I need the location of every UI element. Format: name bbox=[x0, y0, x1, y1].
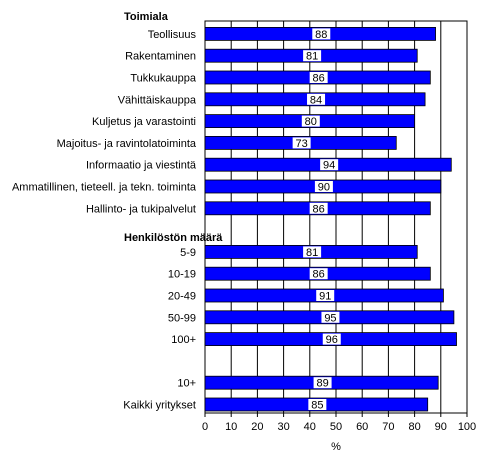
category-label: 10-19 bbox=[168, 269, 196, 281]
category-label: 100+ bbox=[171, 334, 196, 346]
category-label: Teollisuus bbox=[148, 29, 197, 41]
value-label: 89 bbox=[316, 378, 328, 390]
value-label-bg bbox=[301, 115, 320, 127]
x-tick-label: 0 bbox=[202, 421, 208, 433]
group-title: Henkilöstön määrä bbox=[124, 232, 223, 244]
x-tick-label: 40 bbox=[304, 421, 316, 433]
category-label: Kuljetus ja varastointi bbox=[92, 116, 196, 128]
category-label: Tukkukauppa bbox=[130, 73, 197, 85]
value-label: 84 bbox=[310, 94, 322, 106]
value-label-bg bbox=[321, 311, 340, 323]
x-tick-label: 70 bbox=[382, 421, 394, 433]
category-label: Ammatillinen, tieteell. ja tekn. toimint… bbox=[12, 182, 197, 194]
category-label: Informaatio ja viestintä bbox=[86, 160, 197, 172]
value-label: 86 bbox=[313, 203, 325, 215]
value-label-bg bbox=[314, 181, 333, 192]
value-label: 88 bbox=[315, 29, 327, 41]
value-label: 81 bbox=[306, 247, 318, 259]
x-tick-label: 30 bbox=[277, 421, 289, 433]
x-tick-label: 50 bbox=[330, 421, 342, 433]
x-tick-label: 60 bbox=[356, 421, 368, 433]
group-title: Toimiala bbox=[124, 11, 169, 23]
value-label-bg bbox=[320, 159, 339, 171]
category-label: 20-49 bbox=[168, 291, 196, 303]
value-label: 96 bbox=[326, 334, 338, 346]
x-tick-label: 90 bbox=[435, 421, 447, 433]
value-label-bg bbox=[303, 50, 322, 62]
value-label-bg bbox=[313, 377, 332, 389]
gridlines bbox=[230, 21, 442, 413]
value-label-bg bbox=[308, 399, 327, 410]
category-label: 10+ bbox=[177, 378, 196, 390]
value-label-bg bbox=[292, 137, 311, 149]
value-label-bg bbox=[303, 246, 322, 258]
category-label: Hallinto- ja tukipalvelut bbox=[86, 203, 196, 215]
value-label: 91 bbox=[319, 291, 331, 303]
value-label: 73 bbox=[296, 138, 308, 150]
x-tick-label: 100 bbox=[458, 421, 476, 433]
value-label-bg bbox=[312, 28, 331, 40]
value-label: 85 bbox=[311, 400, 323, 412]
x-axis-label: % bbox=[331, 441, 341, 453]
category-labels: Toimiala Teollisuus Rakentaminen Tukkukaupp… bbox=[12, 11, 223, 412]
bars: 88 81 86 84 80 73 94 90 86 81 86 91 95 96 89 85 bbox=[204, 26, 457, 412]
value-label: 94 bbox=[323, 160, 335, 172]
x-axis: 0 10 20 30 40 50 60 70 80 90 100 bbox=[202, 413, 476, 433]
category-label: Kaikki yritykset bbox=[123, 400, 196, 412]
value-label-bg bbox=[322, 333, 341, 345]
value-label: 80 bbox=[305, 116, 317, 128]
value-label-bg bbox=[309, 268, 328, 280]
value-label-bg bbox=[309, 72, 328, 83]
x-tick-label: 80 bbox=[408, 421, 420, 433]
category-label: 50-99 bbox=[168, 312, 196, 324]
value-label-bg bbox=[307, 93, 326, 105]
value-label: 90 bbox=[318, 182, 330, 194]
value-label: 86 bbox=[313, 269, 325, 281]
value-label-bg bbox=[309, 202, 328, 214]
category-label: Rakentaminen bbox=[125, 51, 196, 63]
category-label: Majoitus- ja ravintolatoiminta bbox=[57, 138, 197, 150]
category-label: Vähittäiskauppa bbox=[118, 94, 197, 106]
value-label: 86 bbox=[313, 73, 325, 85]
x-tick-label: 10 bbox=[225, 421, 237, 433]
value-label-bg bbox=[316, 290, 335, 301]
category-label: 5-9 bbox=[180, 247, 196, 259]
value-label: 81 bbox=[306, 51, 318, 63]
value-label: 95 bbox=[324, 312, 336, 324]
x-tick-label: 20 bbox=[251, 421, 263, 433]
